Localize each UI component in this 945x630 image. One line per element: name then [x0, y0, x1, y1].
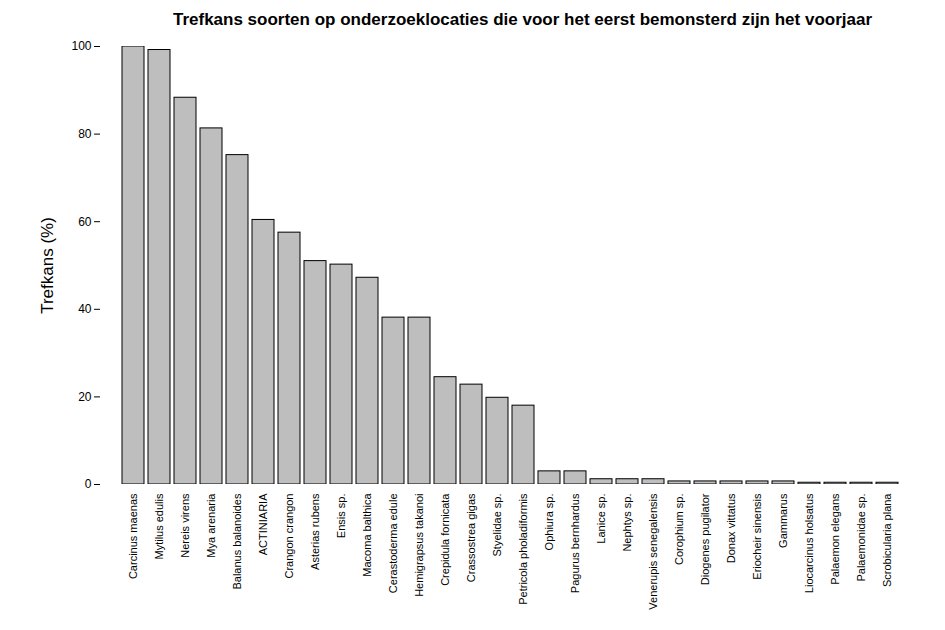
svg-text:Pagurus bernhardus: Pagurus bernhardus — [569, 493, 581, 593]
svg-text:Liocarcinus holsatus: Liocarcinus holsatus — [803, 493, 815, 593]
svg-text:Nephtys sp.: Nephtys sp. — [621, 494, 633, 552]
svg-text:Gammarus: Gammarus — [777, 493, 789, 548]
svg-text:Macoma balthica: Macoma balthica — [361, 493, 373, 577]
svg-text:Carcinus maenas: Carcinus maenas — [127, 493, 139, 579]
svg-text:100: 100 — [71, 39, 91, 53]
svg-text:Lanice sp.: Lanice sp. — [595, 494, 607, 544]
svg-text:Mytilus edulis: Mytilus edulis — [153, 493, 165, 560]
svg-text:Hemigrapsus takanoi: Hemigrapsus takanoi — [413, 494, 425, 597]
svg-text:0: 0 — [85, 477, 92, 491]
svg-text:Crassostrea gigas: Crassostrea gigas — [465, 493, 477, 582]
html-text:Trefkans soorten op onderzoekl: Trefkans soorten op onderzoeklocaties di… — [173, 10, 872, 29]
svg-text:20: 20 — [78, 390, 92, 404]
svg-text:Cerastoderma edule: Cerastoderma edule — [387, 494, 399, 594]
svg-text:Balanus balanoides: Balanus balanoides — [231, 493, 243, 590]
svg-text:Petricola pholadiformis: Petricola pholadiformis — [517, 493, 529, 605]
svg-text:ACTINIARIA: ACTINIARIA — [257, 493, 269, 555]
svg-text:Corophium sp.: Corophium sp. — [673, 494, 685, 566]
svg-text:Nereis virens: Nereis virens — [179, 493, 191, 558]
svg-text:Styelidae sp.: Styelidae sp. — [491, 494, 503, 557]
svg-text:Crepidula fornicata: Crepidula fornicata — [439, 493, 451, 586]
svg-text:Eriocheir sinensis: Eriocheir sinensis — [751, 493, 763, 580]
svg-text:80: 80 — [78, 127, 92, 141]
svg-text:Crangon crangon: Crangon crangon — [283, 494, 295, 579]
svg-text:Scrobicularia plana: Scrobicularia plana — [881, 493, 893, 587]
svg-text:Ophiura sp.: Ophiura sp. — [543, 494, 555, 551]
svg-text:Trefkans (%): Trefkans (%) — [38, 217, 57, 314]
svg-text:Diogenes pugilator: Diogenes pugilator — [699, 493, 711, 585]
svg-text:Palaemonidae sp.: Palaemonidae sp. — [855, 494, 867, 582]
svg-text:Ensis sp.: Ensis sp. — [335, 494, 347, 539]
svg-text:Donax vittatus: Donax vittatus — [725, 493, 737, 563]
svg-text:Palaemon elegans: Palaemon elegans — [829, 493, 841, 585]
svg-text:60: 60 — [78, 215, 92, 229]
svg-text:Asterias rubens: Asterias rubens — [309, 493, 321, 570]
svg-text:40: 40 — [78, 302, 92, 316]
svg-text:Venerupis senegalensis: Venerupis senegalensis — [647, 493, 659, 610]
svg-text:Mya arenaria: Mya arenaria — [205, 493, 217, 558]
